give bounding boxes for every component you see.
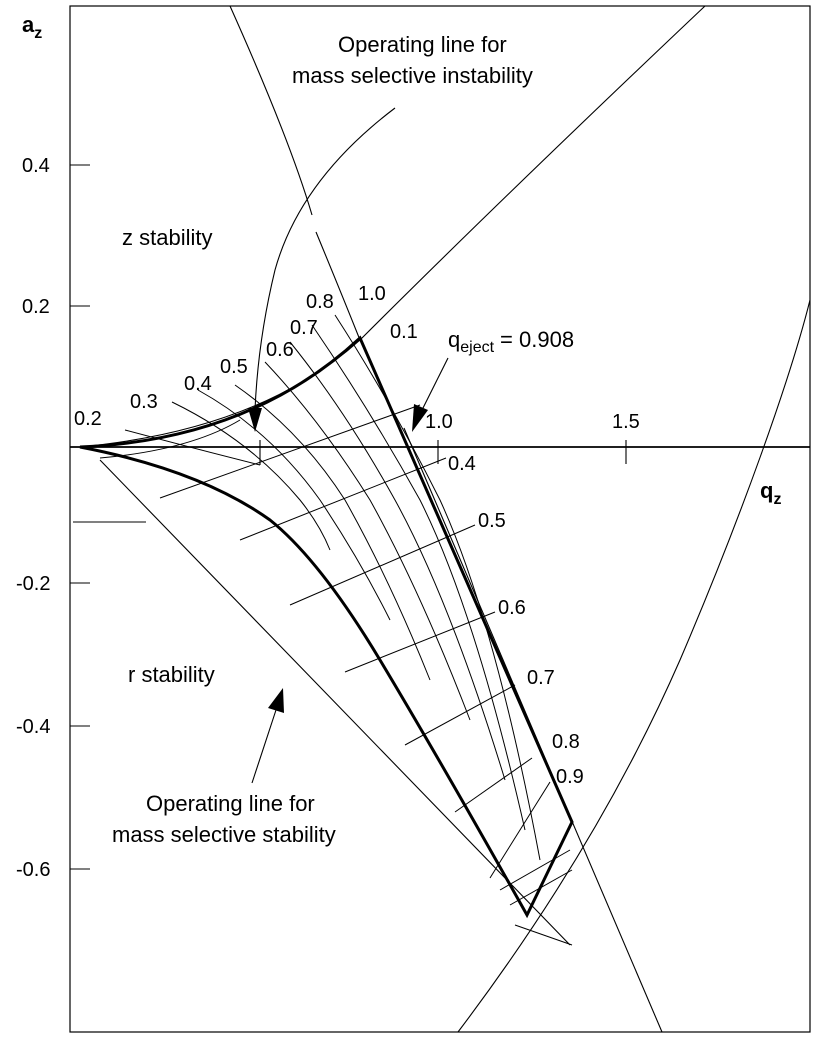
curve-label: 0.2: [74, 408, 102, 430]
boundary-beta-z0: [79, 5, 706, 448]
boundary-beta-r0: [99, 459, 571, 946]
arrow-instability-head: [248, 408, 262, 432]
beta-r-label: 0.4: [448, 453, 476, 475]
iso-curve: [344, 611, 496, 673]
y-tick-label: -0.4: [16, 716, 50, 738]
iso-curve: [289, 341, 506, 781]
iso-curve: [124, 429, 261, 466]
annotation-stability-line1: Operating line for: [146, 791, 315, 816]
y-tick-label: 0.4: [22, 155, 50, 177]
beta-r-label: 0.8: [552, 731, 580, 753]
arrow-stability-head: [268, 688, 284, 713]
annotation-arrows: [248, 107, 449, 784]
x-axis-label: qz: [760, 478, 781, 508]
iso-curve: [264, 361, 471, 721]
arrow-stability-shaft: [251, 709, 277, 784]
beta-r-label: 0.9: [556, 766, 584, 788]
x-tick-label: 1.5: [612, 411, 640, 433]
y-tick-label: -0.2: [16, 573, 50, 595]
arrow-instability-shaft: [254, 107, 396, 411]
iso-curve: [489, 781, 551, 879]
beta-r-label: 0.5: [478, 510, 506, 532]
iso-curve: [197, 389, 391, 621]
x-tick-label: 1.0: [425, 411, 453, 433]
region-label-z: z stability: [122, 225, 212, 250]
boundary-beta-z1-upper: [229, 5, 313, 216]
y-tick-label: 0.2: [22, 296, 50, 318]
iso-curve: [499, 849, 571, 891]
iso-curve: [239, 457, 447, 541]
q-eject-label: qeject = 0.908: [448, 327, 574, 356]
operating-region-outline: [79, 335, 574, 919]
iso-curve: [454, 757, 533, 813]
y-tick-label: -0.6: [16, 859, 50, 881]
iso-curve: [234, 384, 431, 681]
iso-beta-grid: [99, 314, 573, 946]
curve-label: 1.0: [358, 283, 386, 305]
arrow-qeject-head: [412, 404, 428, 432]
iso-curve: [311, 324, 526, 831]
arrow-qeject-shaft: [421, 357, 449, 411]
curve-label: 0.8: [306, 291, 334, 313]
annotation-instability-line1: Operating line for: [338, 32, 507, 57]
curve-label: 0.7: [290, 317, 318, 339]
iso-curve: [289, 524, 476, 606]
stability-boundaries: [73, 5, 811, 1033]
plot-frame: [69, 5, 811, 1033]
region-label-r: r stability: [128, 662, 215, 687]
iso-curve: [99, 419, 241, 459]
boundary-beta-z1-lower: [315, 231, 361, 341]
iso-curve: [334, 314, 541, 861]
y-axis-label: az: [22, 12, 42, 42]
curve-label: 0.4: [184, 373, 212, 395]
beta-r-label: 0.7: [527, 667, 555, 689]
curve-label: 0.5: [220, 356, 248, 378]
curve-label: 0.6: [266, 339, 294, 361]
beta-r-label: 0.6: [498, 597, 526, 619]
curve-label: 0.1: [390, 321, 418, 343]
boundary-upper-region: [457, 299, 811, 1033]
iso-curve: [171, 401, 331, 551]
iso-curve: [514, 924, 573, 946]
annotation-instability-line2: mass selective instability: [292, 63, 533, 88]
annotation-stability-line2: mass selective stability: [112, 822, 336, 847]
beta-r-labels: 0.4 0.5 0.6 0.7 0.8 0.9: [448, 453, 584, 788]
curve-labels: 0.2 0.3 0.4 0.5 0.6 0.7 0.8 1.0 0.1: [74, 283, 418, 430]
curve-label: 0.3: [130, 391, 158, 413]
operating-region: [79, 335, 574, 919]
